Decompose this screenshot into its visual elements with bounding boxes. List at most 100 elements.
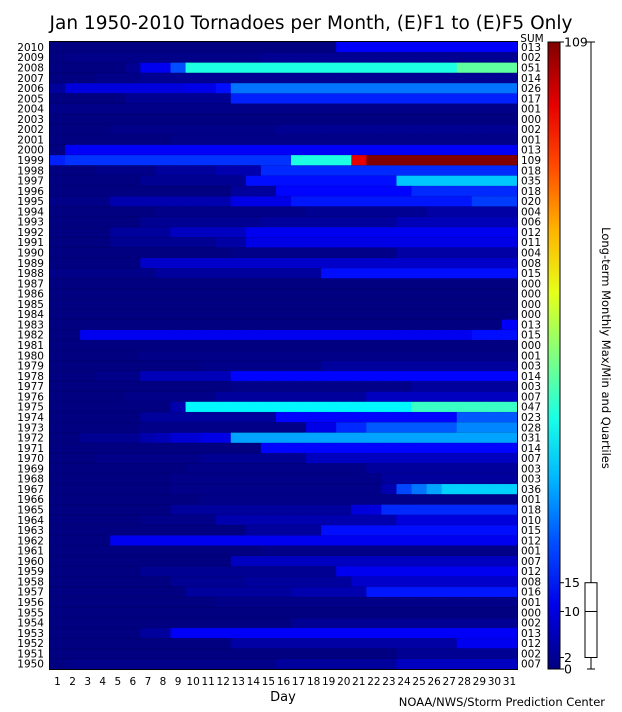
heatmap-cell	[471, 494, 488, 506]
heatmap-cell	[80, 370, 96, 382]
heatmap-cell	[456, 278, 473, 290]
heatmap-cell	[140, 227, 157, 238]
heatmap-cell	[351, 83, 367, 94]
sum-value: 003	[521, 463, 541, 475]
heatmap-cell	[110, 360, 126, 372]
heatmap-cell	[245, 586, 262, 598]
heatmap-cell	[80, 185, 96, 197]
heatmap-cell	[456, 586, 473, 598]
heatmap-cell	[215, 42, 232, 53]
heatmap-cell	[471, 206, 488, 218]
heatmap-cell	[155, 113, 172, 125]
heatmap-cell	[306, 391, 322, 403]
heatmap-cell	[110, 196, 126, 208]
heatmap-cell	[336, 627, 352, 639]
heatmap-cell	[486, 555, 503, 567]
heatmap-cell	[95, 155, 111, 166]
heatmap-cell	[50, 607, 66, 619]
heatmap-cell	[260, 103, 277, 115]
heatmap-cell	[291, 360, 307, 372]
heatmap-cell	[65, 42, 81, 53]
heatmap-cell	[155, 422, 172, 434]
heatmap-cell	[321, 298, 337, 310]
sum-header: SUM	[520, 33, 543, 45]
heatmap-cell	[486, 658, 503, 670]
heatmap-cell	[336, 52, 352, 64]
heatmap-cell	[486, 535, 503, 547]
heatmap-cell	[230, 288, 247, 300]
heatmap-cell	[336, 62, 352, 74]
heatmap-cell	[396, 72, 413, 84]
heatmap-cell	[200, 648, 217, 660]
heatmap-cell	[471, 617, 488, 629]
heatmap-cell	[155, 360, 172, 372]
heatmap-cell	[441, 617, 458, 629]
heatmap-cell	[50, 155, 66, 166]
heatmap-cell	[456, 463, 473, 475]
heatmap-cell	[245, 401, 262, 413]
heatmap-cell	[200, 72, 217, 84]
heatmap-cell	[456, 627, 473, 639]
heatmap-cell	[441, 62, 458, 74]
heatmap-cell	[140, 350, 157, 362]
heatmap-cell	[396, 535, 413, 547]
heatmap-cell	[441, 319, 458, 331]
heatmap-cell	[336, 463, 352, 475]
heatmap-cell	[426, 381, 443, 393]
quartile-box	[584, 582, 598, 658]
heatmap-cell	[245, 576, 262, 588]
heatmap-cell	[260, 381, 277, 393]
heatmap-cell	[381, 648, 398, 660]
heatmap-cell	[321, 288, 337, 300]
heatmap-cell	[291, 391, 307, 403]
heatmap-cell	[275, 381, 292, 393]
heatmap-cell	[441, 555, 458, 567]
heatmap-cell	[501, 340, 518, 351]
heatmap-cell	[80, 401, 96, 413]
heatmap-cell	[110, 103, 126, 115]
heatmap-cell	[381, 175, 398, 187]
heatmap-cell	[155, 586, 172, 598]
day-tick-label: 18	[307, 676, 320, 688]
heatmap-cell	[245, 648, 262, 660]
heatmap-cell	[170, 432, 187, 444]
heatmap-cell	[306, 72, 322, 84]
heatmap-cell	[80, 442, 96, 454]
heatmap-cell	[185, 381, 202, 393]
sum-value: 031	[521, 433, 541, 445]
heatmap-cell	[381, 422, 398, 434]
heatmap-cell	[260, 165, 277, 177]
heatmap-cell	[125, 607, 141, 619]
heatmap-cell	[336, 257, 352, 269]
heatmap-cell	[260, 124, 277, 136]
heatmap-cell	[125, 93, 141, 105]
heatmap-cell	[381, 196, 398, 208]
heatmap-cell	[441, 278, 458, 290]
heatmap-cell	[170, 586, 187, 598]
day-tick-label: 3	[84, 676, 91, 688]
sum-value: 000	[521, 607, 541, 619]
day-tick-label: 22	[367, 676, 380, 688]
heatmap-cell	[426, 442, 443, 454]
heatmap-cell	[456, 124, 473, 136]
heatmap-cell	[471, 62, 488, 74]
heatmap-cell	[65, 144, 81, 156]
sum-value: 012	[521, 535, 541, 547]
heatmap-cell	[95, 566, 111, 578]
heatmap-cell	[80, 381, 96, 393]
heatmap-cell	[381, 288, 398, 300]
heatmap-cell	[50, 442, 66, 454]
heatmap-cell	[95, 350, 111, 362]
heatmap-cell	[95, 288, 111, 300]
heatmap-cell	[260, 227, 277, 238]
heatmap-cell	[351, 627, 367, 639]
heatmap-cell	[50, 627, 66, 639]
heatmap-cell	[80, 319, 96, 331]
heatmap-cell	[110, 483, 126, 495]
heatmap-cell	[291, 103, 307, 115]
heatmap-cell	[396, 453, 413, 465]
sum-value: 004	[521, 248, 541, 260]
heatmap-cell	[125, 340, 141, 351]
heatmap-cell	[336, 432, 352, 444]
heatmap-cell	[486, 196, 503, 208]
